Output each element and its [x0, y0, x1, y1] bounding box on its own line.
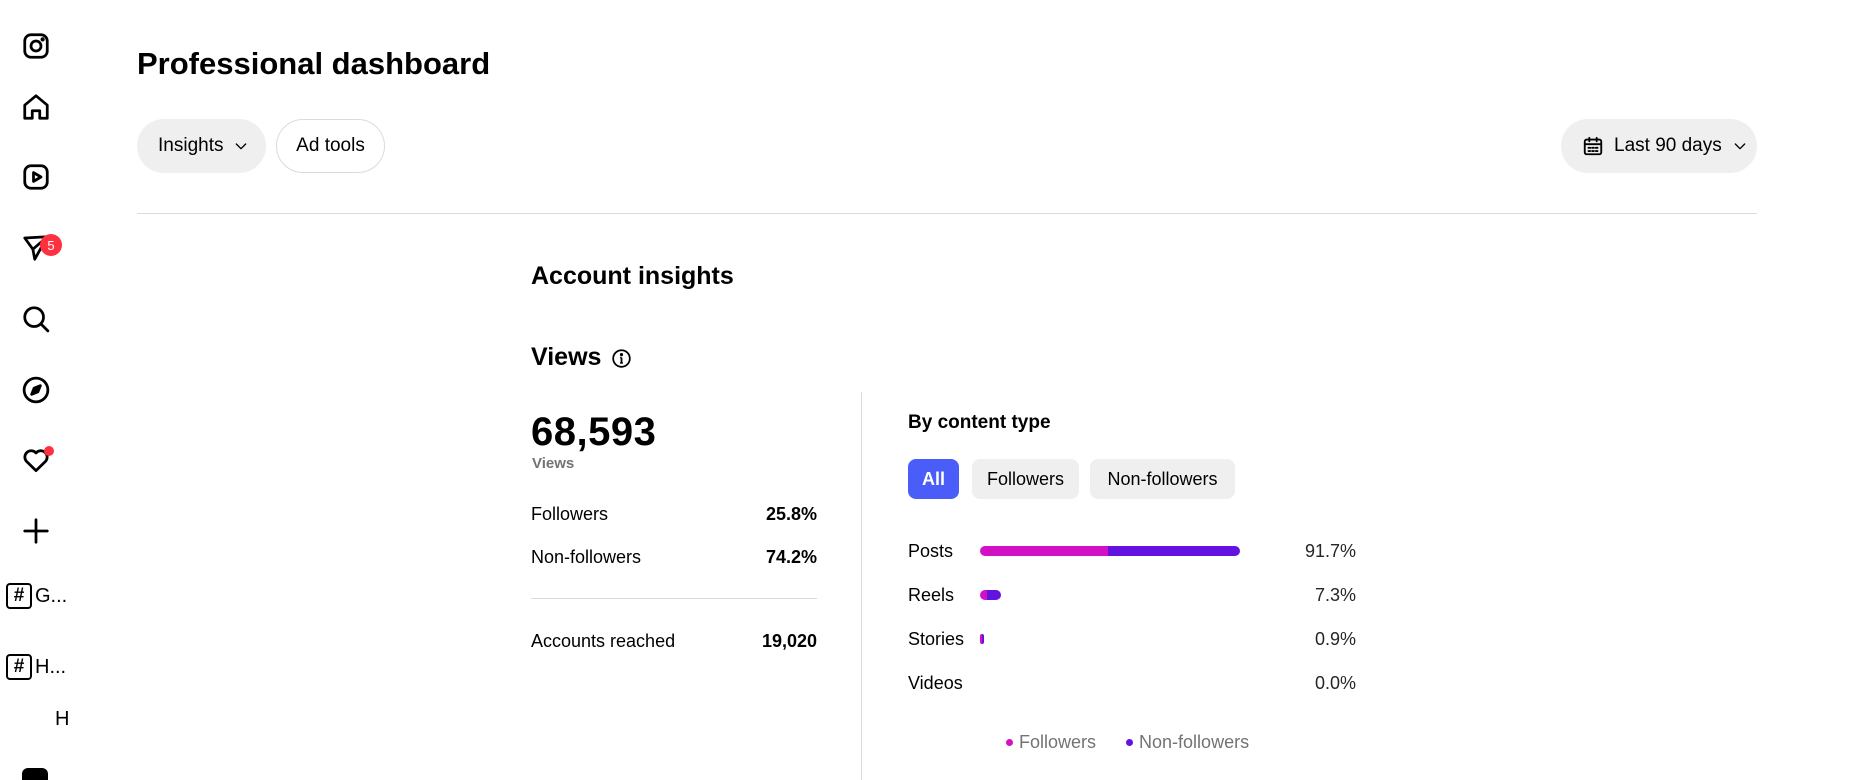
content-type-title: By content type: [908, 412, 1051, 433]
date-range-label: Last 90 days: [1614, 135, 1722, 156]
stories-bar: [980, 634, 984, 644]
nav-hashtag-item-1[interactable]: # G...: [6, 583, 67, 609]
legend-item-nonfollowers: Non-followers: [1126, 732, 1249, 753]
account-insights-title: Account insights: [531, 262, 734, 290]
bar-track: [980, 546, 1264, 556]
accounts-reached-value: 19,020: [761, 631, 817, 651]
chevron-down-icon: [236, 143, 247, 150]
messages-badge: 5: [40, 234, 62, 256]
content-row-pct: 0.0%: [1314, 673, 1356, 693]
ad-tools-label: Ad tools: [296, 135, 365, 156]
content-row-stories: Stories 0.9%: [908, 629, 1356, 653]
followers-stat: Followers 25.8%: [531, 504, 817, 525]
total-views-label: Views: [532, 455, 575, 472]
bar-track: [980, 590, 1264, 600]
legend-dot: [1006, 739, 1013, 746]
nonfollowers-label: Non-followers: [531, 547, 642, 567]
legend-label: Non-followers: [1139, 732, 1250, 752]
nonfollowers-segment: [982, 634, 984, 644]
notifications-icon[interactable]: [16, 440, 56, 480]
content-row-label: Stories: [908, 629, 965, 649]
content-row-reels: Reels 7.3%: [908, 585, 1356, 609]
instagram-logo-icon[interactable]: [16, 26, 56, 66]
followers-label: Followers: [531, 504, 609, 524]
followers-segment: [980, 590, 988, 600]
posts-bar: [980, 546, 1241, 556]
legend-dot: [1126, 739, 1134, 746]
chevron-down-icon: [1734, 143, 1746, 150]
reels-icon[interactable]: [16, 157, 56, 197]
nonfollowers-segment: [987, 590, 1001, 600]
content-row-label: Reels: [908, 585, 955, 605]
header-divider: [137, 213, 1757, 214]
date-range-dropdown[interactable]: Last 90 days: [1561, 119, 1757, 173]
nonfollowers-segment: [1107, 546, 1241, 556]
legend-item-followers: Followers: [1006, 732, 1096, 753]
stat-divider: [531, 598, 817, 599]
filter-followers-chip[interactable]: Followers: [972, 459, 1079, 499]
followers-value: 25.8%: [765, 504, 817, 524]
filter-nonfollowers-chip[interactable]: Non-followers: [1090, 459, 1235, 499]
notifications-dot: [44, 446, 54, 456]
content-row-pct: 0.9%: [1314, 629, 1356, 649]
content-row-label: Posts: [908, 541, 954, 561]
views-heading: Views: [531, 343, 632, 372]
bar-track: [980, 634, 1264, 644]
messages-icon[interactable]: 5: [16, 228, 62, 268]
hashtag-label: H...: [35, 655, 67, 678]
page-title: Professional dashboard: [137, 46, 491, 81]
vertical-divider: [861, 392, 862, 780]
content-row-pct: 7.3%: [1314, 585, 1356, 605]
content-row-pct: 91.7%: [1304, 541, 1356, 561]
total-views-value: 68,593: [531, 410, 657, 454]
ad-tools-button[interactable]: Ad tools: [276, 119, 385, 173]
calendar-icon: [1583, 136, 1603, 156]
chart-legend: Followers Non-followers: [1006, 732, 1249, 753]
nonfollowers-value: 74.2%: [765, 547, 817, 567]
nonfollowers-stat: Non-followers 74.2%: [531, 547, 817, 568]
views-title: Views: [531, 343, 602, 371]
content-row-videos: Videos 0.0%: [908, 673, 1356, 697]
insights-label: Insights: [158, 135, 224, 156]
explore-icon[interactable]: [16, 370, 56, 410]
create-icon[interactable]: [16, 511, 56, 551]
search-icon[interactable]: [16, 299, 56, 339]
home-icon[interactable]: [16, 87, 56, 127]
reels-bar: [980, 590, 1001, 600]
hashtag-label: G...: [35, 584, 68, 607]
hashtag-icon: #: [6, 654, 32, 680]
bar-track: [980, 678, 1264, 688]
legend-label: Followers: [1019, 732, 1097, 752]
followers-segment: [980, 546, 1108, 556]
accounts-reached-stat: Accounts reached 19,020: [531, 631, 817, 652]
nav-extra-label[interactable]: H: [55, 708, 70, 730]
followers-segment: [980, 634, 982, 644]
accounts-reached-label: Accounts reached: [531, 631, 676, 651]
filter-all-chip[interactable]: All: [908, 459, 959, 499]
content-row-posts: Posts 91.7%: [908, 541, 1356, 565]
hashtag-icon: #: [6, 583, 32, 609]
profile-icon[interactable]: [22, 768, 48, 780]
info-icon[interactable]: [611, 347, 632, 368]
insights-dropdown[interactable]: Insights: [137, 119, 266, 173]
content-row-label: Videos: [908, 673, 963, 693]
left-nav-rail: 5 # G... # H... H: [0, 0, 72, 780]
nav-hashtag-item-2[interactable]: # H...: [6, 654, 66, 680]
